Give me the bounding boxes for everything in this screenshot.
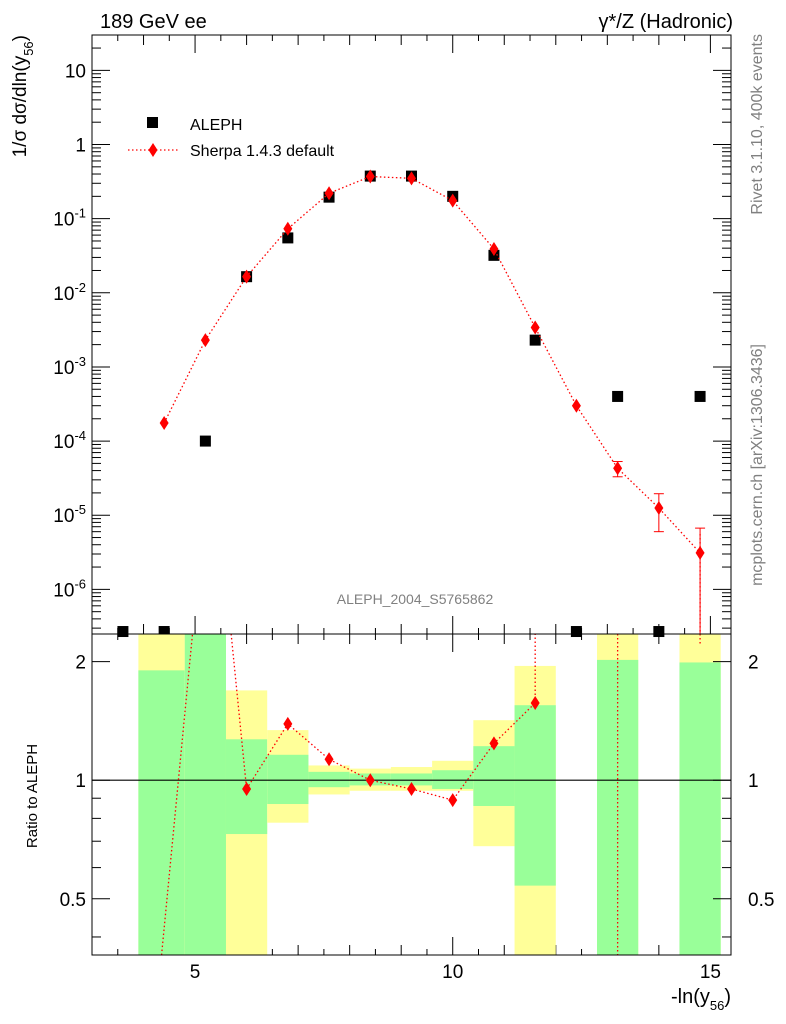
x-axis-label: -ln(y56) (671, 986, 731, 1013)
ratio-y-tick-label-left: 1 (75, 771, 86, 792)
ratio-point-sherpa (242, 781, 252, 796)
mc-point-sherpa (242, 269, 252, 284)
band-inner (473, 746, 515, 806)
ratio-y-tick-label-left: 0.5 (60, 890, 86, 911)
data-point-aleph (117, 626, 129, 638)
rivet-label: Rivet 3.1.10, 400k events (749, 34, 766, 215)
mcplots-label: mcplots.cern.ch [arXiv:1306.3436] (749, 344, 766, 586)
mc-line-sherpa (163, 175, 701, 554)
ratio-y-tick-label-right: 0.5 (748, 890, 774, 911)
ratio-point-sherpa (448, 793, 458, 808)
mc-point-sherpa (200, 333, 210, 348)
mc-point-sherpa (283, 221, 293, 236)
data-point-aleph (653, 626, 665, 638)
y-tick-label: 10-4 (53, 428, 86, 453)
ratio-point-sherpa (365, 773, 375, 788)
ratio-y-tick-label-right: 2 (748, 653, 759, 674)
band-inner (308, 771, 350, 788)
legend-marker-aleph (147, 117, 158, 128)
y-tick-label: 1 (75, 136, 86, 157)
ratio-point-sherpa (489, 736, 499, 751)
x-tick-label: 10 (442, 962, 463, 983)
y-tick-label: 10-5 (53, 502, 86, 527)
mc-point-sherpa (654, 501, 664, 516)
data-point-aleph (612, 390, 624, 402)
band-inner (390, 773, 433, 786)
mc-point-sherpa (530, 320, 540, 335)
data-point-aleph (570, 626, 582, 638)
mc-point-sherpa (448, 193, 458, 208)
ratio-point-sherpa (283, 716, 293, 731)
x-tick-label: 15 (700, 962, 721, 983)
x-tick-label: 5 (190, 962, 201, 983)
mc-point-sherpa (159, 416, 169, 431)
data-point-aleph (158, 626, 170, 638)
band-inner (679, 662, 721, 955)
mc-point-sherpa (365, 169, 375, 184)
y-tick-label: 10-2 (53, 280, 86, 305)
legend-marker-sherpa (148, 143, 158, 157)
y-tick-label: 10 (65, 61, 86, 82)
data-point-aleph (199, 435, 211, 447)
legend-label-aleph: ALEPH (190, 117, 242, 134)
mc-point-sherpa (695, 545, 705, 560)
analysis-label: ALEPH_2004_S5765862 (337, 591, 494, 607)
main-y-axis-label: 1/σ dσ/dln(y56) (10, 35, 36, 157)
header-right: γ*/Z (Hadronic) (599, 11, 733, 33)
y-tick-label: 10-1 (53, 206, 86, 231)
y-tick-label: 10-6 (53, 576, 86, 601)
data-point-aleph (694, 390, 706, 402)
mc-point-sherpa (407, 171, 416, 186)
ratio-point-sherpa (324, 752, 334, 767)
header-left: 189 GeV ee (100, 11, 207, 33)
ratio-y-axis-label: Ratio to ALEPH (24, 744, 41, 848)
data-point-aleph (529, 334, 541, 346)
ratio-point-sherpa (407, 781, 416, 796)
mc-point-sherpa (489, 241, 499, 256)
mc-point-sherpa (324, 186, 334, 201)
band-inner (138, 670, 185, 955)
band-inner (267, 754, 309, 805)
ratio-line-sherpa (246, 702, 536, 801)
band-inner (514, 705, 556, 886)
ratio-point-sherpa (530, 696, 540, 711)
data-point-aleph (282, 232, 294, 244)
ratio-y-tick-label-right: 1 (748, 771, 759, 792)
mc-point-sherpa (571, 398, 581, 413)
y-tick-label: 10-3 (53, 354, 86, 379)
ratio-line-offscale (160, 633, 194, 956)
ratio-y-tick-label-left: 2 (75, 653, 86, 674)
mc-point-sherpa (613, 461, 623, 476)
band-inner (184, 634, 226, 955)
main-frame (91, 34, 732, 635)
ratio-panel: 0.5 0.5 1 1 2 2 5 10 15 (60, 534, 774, 983)
legend-label-sherpa: Sherpa 1.4.3 default (190, 143, 335, 160)
ratio-frame (91, 633, 732, 956)
legend: ALEPH Sherpa 1.4.3 default (128, 117, 335, 160)
